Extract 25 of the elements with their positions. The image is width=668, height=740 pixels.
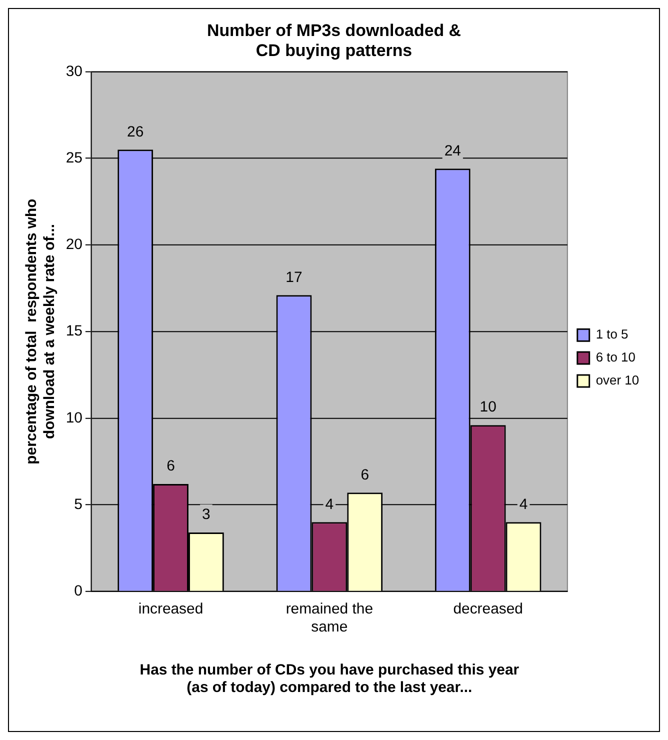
legend-label: 1 to 5 (596, 326, 628, 342)
data-label: 6 (166, 458, 175, 475)
y-tick-label: 0 (74, 582, 82, 600)
y-tick-label: 20 (66, 236, 82, 254)
data-label: 17 (286, 268, 302, 286)
y-tick-label: 10 (66, 409, 82, 426)
y-axis-title: percentage of total respondents who download at a weekly rate of... (23, 198, 58, 464)
x-tick-label: remained the same (286, 600, 374, 636)
legend-label: 6 to 10 (596, 350, 636, 365)
chart-title: Number of MP3s downloaded & CD buying patterns (206, 20, 462, 60)
legend-label: over 10 (596, 372, 640, 388)
data-label: 26 (127, 123, 144, 140)
data-label: 6 (360, 466, 370, 484)
data-label: 4 (325, 496, 334, 513)
data-label: 3 (202, 506, 210, 524)
y-tick-label: 15 (66, 322, 82, 340)
data-label: 4 (519, 496, 528, 513)
y-tick-label: 25 (66, 149, 82, 166)
data-label: 24 (444, 142, 461, 160)
x-tick-label: increased (138, 600, 204, 618)
x-axis-title: Has the number of CDs you have purchased this year (as of today) compared to the last year... (140, 661, 520, 696)
data-label: 10 (480, 398, 496, 416)
y-tick-label: 30 (66, 62, 82, 80)
y-tick-label: 5 (74, 496, 82, 513)
x-tick-label: decreased (453, 600, 523, 618)
